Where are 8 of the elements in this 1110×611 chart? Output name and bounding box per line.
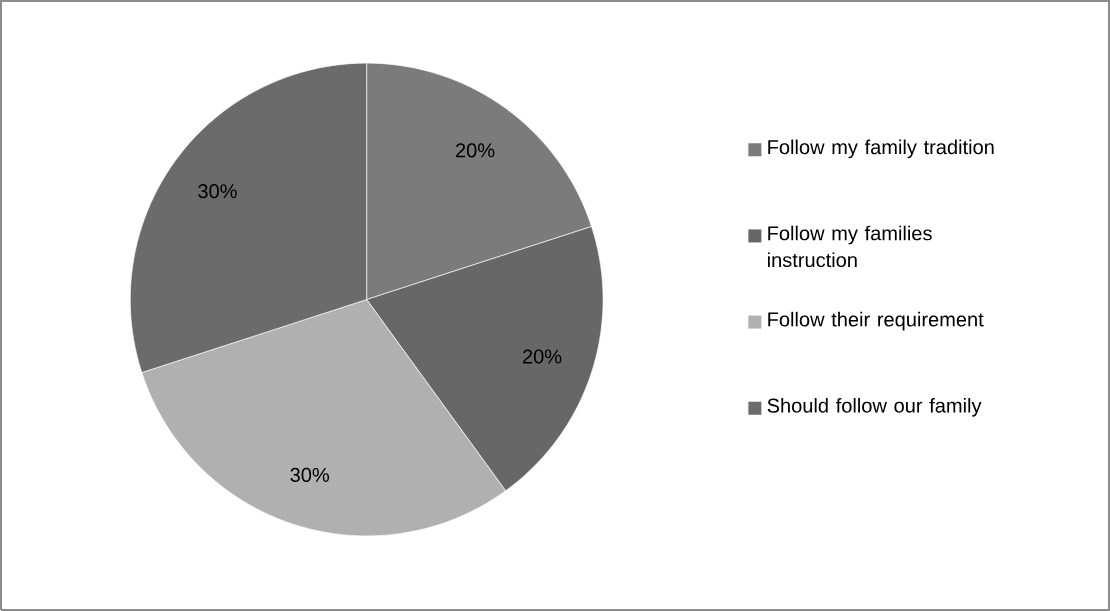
data-label: 30%	[290, 467, 330, 482]
data-label: 30%	[198, 183, 237, 199]
legend-label: Follow my families instruction	[767, 225, 932, 268]
data-label: 20%	[456, 143, 495, 158]
legend-label: Follow my family tradition	[768, 139, 994, 159]
legend-label: Should follow our family	[767, 397, 982, 417]
data-label: 20%	[523, 349, 562, 364]
legend-label: Follow their requirement	[768, 311, 984, 331]
